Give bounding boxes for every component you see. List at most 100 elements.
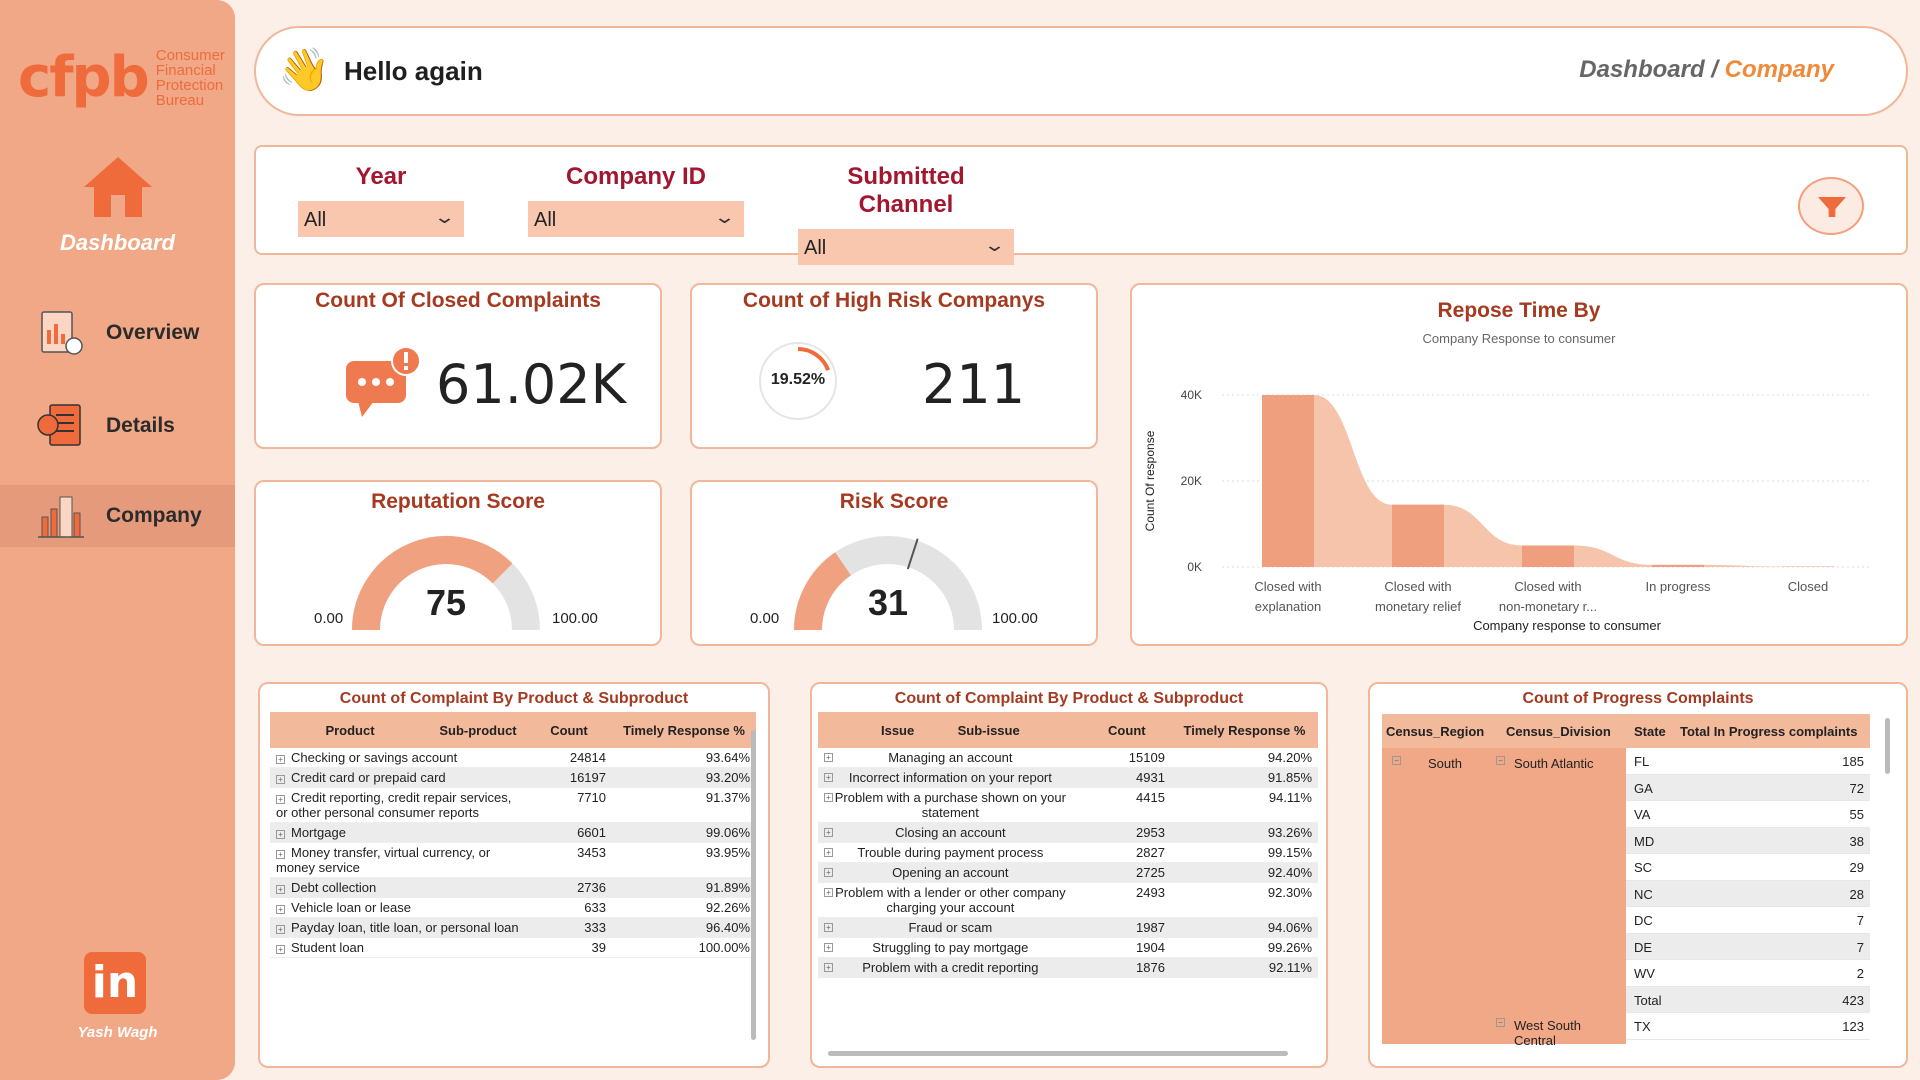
table-scrollbar-h[interactable] <box>828 1051 1288 1056</box>
expand-icon[interactable]: + <box>824 923 833 932</box>
expand-icon[interactable]: + <box>824 793 833 802</box>
table-row[interactable]: VA 55 <box>1626 801 1870 828</box>
region-label: South <box>1428 756 1462 771</box>
collapse-icon[interactable]: − <box>1392 756 1401 765</box>
table-row[interactable]: DC 7 <box>1626 907 1870 934</box>
table-row[interactable]: + Payday loan, title loan, or personal lo… <box>270 917 756 938</box>
table-scrollbar[interactable] <box>751 730 756 1040</box>
collapse-icon[interactable]: − <box>1496 1018 1505 1027</box>
x-tick-label: monetary relief <box>1375 599 1461 614</box>
nav-label-details: Details <box>106 414 175 437</box>
state-cell: DE <box>1634 939 1653 955</box>
submitted-channel-dropdown[interactable]: All ⌄ <box>798 229 1014 265</box>
issue-table: Issue Sub-issue Count Timely Response % … <box>818 712 1318 978</box>
collapse-icon[interactable]: − <box>1496 756 1505 765</box>
response-area-chart[interactable]: 0K 20K 40K Closed with explanation Closed wit… <box>1132 285 1906 644</box>
breadcrumb: Dashboard / Company <box>1579 56 1834 84</box>
expand-icon[interactable]: + <box>276 830 285 839</box>
expand-icon[interactable]: + <box>824 943 833 952</box>
expand-icon[interactable]: + <box>824 963 833 972</box>
nav-item-company[interactable]: Company <box>0 485 235 547</box>
breadcrumb-root[interactable]: Dashboard <box>1579 56 1705 83</box>
col-header[interactable]: Timely Response % <box>1170 712 1318 748</box>
table-row[interactable]: SC 29 <box>1626 854 1870 881</box>
table-row[interactable]: + Problem with a lender or other company … <box>818 882 1318 918</box>
table-row[interactable]: + Credit card or prepaid card 16197 93.20% <box>270 767 756 788</box>
timely-response-cell: 99.26% <box>1170 937 1318 958</box>
table-row[interactable]: DE 7 <box>1626 933 1870 960</box>
col-header[interactable]: Issue Sub-issue <box>818 712 1083 748</box>
table-row[interactable]: FL 185 <box>1626 748 1870 775</box>
progress-table-title: Count of Progress Complaints <box>1522 690 1754 707</box>
expand-icon[interactable]: + <box>276 850 285 859</box>
response-bar[interactable] <box>1392 504 1444 567</box>
table-row[interactable]: + Problem with a credit reporting 1876 92.1… <box>818 957 1318 978</box>
table-row[interactable]: + Student loan 39 100.00% <box>270 937 756 958</box>
expand-icon[interactable]: + <box>824 848 833 857</box>
expand-icon[interactable]: + <box>824 753 833 762</box>
table-row[interactable]: Total 423 <box>1626 986 1870 1013</box>
table-row[interactable]: + Fraud or scam 1987 94.06% <box>818 917 1318 938</box>
table-row[interactable]: WV 2 <box>1626 960 1870 987</box>
issue-cell: + Problem with a lender or other company … <box>818 882 1083 918</box>
timely-response-cell: 94.11% <box>1170 787 1318 823</box>
table-row[interactable]: + Debt collection 2736 91.89% <box>270 877 756 898</box>
nav-dashboard[interactable]: Dashboard <box>0 155 235 256</box>
timely-response-cell: 92.26% <box>612 897 756 918</box>
table-row[interactable]: + Money transfer, virtual currency, or mo… <box>270 842 756 878</box>
expand-icon[interactable]: + <box>824 773 833 782</box>
response-bar[interactable] <box>1522 545 1574 568</box>
year-dropdown[interactable]: All ⌄ <box>298 201 464 237</box>
expand-icon[interactable]: + <box>276 885 285 894</box>
col-header[interactable]: Total In Progress complaints <box>1680 724 1858 739</box>
in-progress-count-cell: 72 <box>1849 780 1864 796</box>
table-row[interactable]: + Credit reporting, credit repair service… <box>270 787 756 823</box>
table-row[interactable]: + Struggling to pay mortgage 1904 99.26% <box>818 937 1318 958</box>
col-header[interactable]: State <box>1634 724 1666 739</box>
table-row[interactable]: + Opening an account 2725 92.40% <box>818 862 1318 883</box>
table-row[interactable]: GA 72 <box>1626 774 1870 801</box>
response-bar[interactable] <box>1652 564 1704 567</box>
table-row[interactable]: + Managing an account 15109 94.20% <box>818 748 1318 768</box>
col-header-text: Sub-issue <box>957 722 1020 738</box>
table-row[interactable]: + Trouble during payment process 2827 99.15… <box>818 842 1318 863</box>
linkedin-icon[interactable]: in <box>84 952 146 1014</box>
expand-icon[interactable]: + <box>276 905 285 914</box>
logo-line: Bureau <box>155 92 205 109</box>
table-row[interactable]: TX 123 <box>1626 1013 1870 1040</box>
expand-icon[interactable]: + <box>824 888 833 897</box>
table-row[interactable]: + Incorrect information on your report 493… <box>818 767 1318 788</box>
company-id-dropdown[interactable]: All ⌄ <box>528 201 744 237</box>
expand-icon[interactable]: + <box>276 775 285 784</box>
x-tick-label: Closed with <box>1514 579 1581 594</box>
table-row[interactable]: MD 38 <box>1626 827 1870 854</box>
col-header[interactable]: Count <box>526 712 612 748</box>
expand-icon[interactable]: + <box>276 755 285 764</box>
response-bar[interactable] <box>1262 395 1314 567</box>
expand-icon[interactable]: + <box>824 868 833 877</box>
table-scrollbar[interactable] <box>1885 718 1890 774</box>
table-row[interactable]: + Mortgage 6601 99.06% <box>270 822 756 843</box>
expand-icon[interactable]: + <box>276 945 285 954</box>
chevron-down-icon: ⌄ <box>983 235 1006 255</box>
timely-response-cell: 100.00% <box>612 937 756 958</box>
col-header[interactable]: Sub-product <box>430 712 526 748</box>
nav-item-overview[interactable]: Overview <box>0 302 235 364</box>
table-row[interactable]: + Closing an account 2953 93.26% <box>818 822 1318 843</box>
expand-icon[interactable]: + <box>276 925 285 934</box>
col-header[interactable]: Timely Response % <box>612 712 756 748</box>
col-header[interactable]: Count <box>1082 712 1171 748</box>
table-row[interactable]: + Problem with a purchase shown on your s… <box>818 787 1318 823</box>
col-header[interactable]: Census_Region <box>1386 724 1485 739</box>
col-header[interactable]: Census_Division <box>1506 724 1611 739</box>
table-row[interactable]: NC 28 <box>1626 880 1870 907</box>
clear-filters-button[interactable] <box>1798 177 1864 235</box>
nav-item-details[interactable]: Details <box>0 395 235 457</box>
risk-max: 100.00 <box>992 610 1038 627</box>
col-header[interactable]: Product <box>270 712 430 748</box>
submitted-channel-dropdown-value: All <box>804 237 827 259</box>
expand-icon[interactable]: + <box>276 795 285 804</box>
table-row[interactable]: + Vehicle loan or lease 633 92.26% <box>270 897 756 918</box>
expand-icon[interactable]: + <box>824 828 833 837</box>
table-row[interactable]: + Checking or savings account 24814 93.64% <box>270 748 756 768</box>
